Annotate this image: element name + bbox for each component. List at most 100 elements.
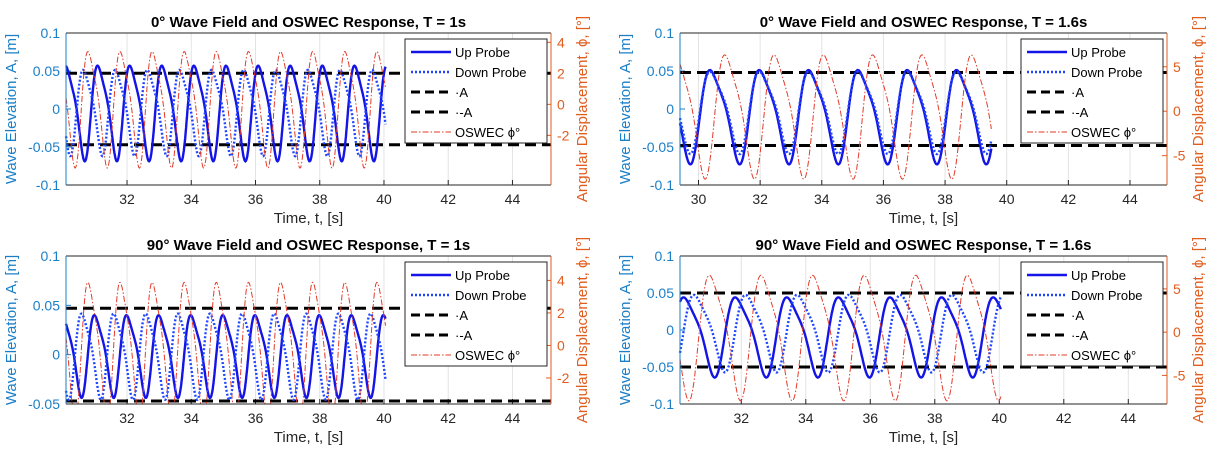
y-tick-label: -0.1 [650,177,674,193]
legend-label: OSWEC ϕ° [455,348,520,363]
y-axis-label: Wave Elevation, A, [m] [3,255,20,405]
x-tick-label: 44 [505,410,521,426]
chart-title: 0° Wave Field and OSWEC Response, T = 1.… [760,14,1088,31]
y2-tick-label: -5 [1173,148,1186,164]
y2-axis-label: Angular Displacement, ϕ, [°] [1190,237,1207,423]
legend-label: Up Probe [455,268,510,283]
legend-label: Up Probe [1071,45,1126,60]
x-tick-label: 40 [992,410,1008,426]
y-axis-label: Wave Elevation, A, [m] [617,34,634,184]
x-axis-label: Time, t, [s] [274,210,343,227]
legend-label: ·A [455,85,468,100]
x-tick-label: 32 [733,410,749,426]
x-tick-label: 34 [183,191,199,207]
chart-panel-2: 30 32 34 36 38 40 42 44 0.1 0.05 0 -0.05 -0.1 5 0 -5 0° … [617,14,1207,227]
y-tick-label: 0 [52,347,60,363]
x-tick-label: 38 [937,191,953,207]
chart-panel-4: 32 34 36 38 40 42 44 0.1 0.05 0 -0.05 -0.1 5 0 -5 90° W… [617,237,1207,446]
legend-label: ·A [1071,85,1084,100]
y2-tick-label: 4 [557,272,565,288]
series-line [678,68,993,166]
y-tick-label: 0.1 [655,248,675,264]
y-tick-label: -0.1 [36,177,60,193]
x-tick-label: 40 [376,191,392,207]
x-tick-label: 32 [119,410,135,426]
y-tick-label: -0.05 [28,139,60,155]
y-tick-label: 0.1 [41,248,61,264]
x-tick-label: 44 [505,191,521,207]
y-tick-label: 0.05 [647,63,674,79]
y2-tick-label: -2 [557,127,570,143]
x-tick-label: 36 [248,410,264,426]
x-tick-label: 40 [376,410,392,426]
x-tick-label: 42 [440,410,456,426]
y-tick-label: 0 [52,101,60,117]
legend-label: OSWEC ϕ° [1071,348,1136,363]
series-line [678,70,993,156]
x-tick-label: 34 [183,410,199,426]
legend: Up Probe Down Probe ·A ·-A OSWEC ϕ° [404,261,548,367]
y2-axis-label: Angular Displacement, ϕ, [°] [574,16,591,202]
series-line [64,68,387,158]
y-tick-label: -0.05 [642,139,674,155]
legend-label: ·A [1071,308,1084,323]
legend-label: ·A [455,308,468,323]
x-tick-label: 42 [440,191,456,207]
y-tick-label: 0 [666,322,674,338]
legend-label: Down Probe [455,65,527,80]
y-tick-label: 0.05 [33,297,60,313]
legend-label: OSWEC ϕ° [1071,125,1136,140]
y-tick-label: 0.1 [41,25,61,41]
x-axis-label: Time, t, [s] [889,210,958,227]
x-tick-label: 42 [1061,191,1077,207]
x-tick-label: 32 [119,191,135,207]
x-tick-label: 36 [876,191,892,207]
x-tick-label: 36 [248,191,264,207]
y-tick-label: -0.1 [650,396,674,412]
series-line [679,54,992,180]
x-tick-label: 38 [927,410,943,426]
x-tick-label: 34 [798,410,814,426]
legend-label: OSWEC ϕ° [455,125,520,140]
legend-label: ·-A [455,105,473,120]
legend-label: ·-A [1071,105,1089,120]
x-axis-label: Time, t, [s] [274,429,343,446]
legend: Up Probe Down Probe ·A ·-A OSWEC ϕ° [1020,38,1164,144]
x-tick-label: 42 [1056,410,1072,426]
legend-label: Down Probe [1071,65,1143,80]
y2-tick-label: 2 [557,305,565,321]
chart-title: 0° Wave Field and OSWEC Response, T = 1s [151,14,466,31]
y-axis-label: Wave Elevation, A, [m] [617,255,634,405]
y2-tick-label: 5 [1173,59,1181,75]
series-line [65,64,387,163]
series-line [679,274,1002,402]
chart-title: 90° Wave Field and OSWEC Response, T = 1… [147,237,470,254]
x-tick-label: 38 [312,410,328,426]
y2-tick-label: 5 [1173,281,1181,297]
y2-axis-label: Angular Displacement, ϕ, [°] [1190,16,1207,202]
y-tick-label: -0.05 [28,396,60,412]
x-axis-label: Time, t, [s] [889,429,958,446]
y2-tick-label: 0 [1173,324,1181,340]
y-tick-label: 0 [666,101,674,117]
legend: Up Probe Down Probe ·A ·-A OSWEC ϕ° [1020,261,1164,367]
x-tick-label: 36 [862,410,878,426]
legend: Up Probe Down Probe ·A ·-A OSWEC ϕ° [404,38,548,144]
y2-tick-label: 0 [557,337,565,353]
y-tick-label: 0.05 [647,285,674,301]
legend-label: Down Probe [455,288,527,303]
series-line [65,50,387,169]
x-tick-label: 30 [691,191,707,207]
y-tick-label: -0.05 [642,359,674,375]
y2-axis-label: Angular Displacement, ϕ, [°] [574,237,591,423]
y-axis-label: Wave Elevation, A, [m] [3,34,20,184]
y2-tick-label: -2 [557,370,570,386]
y2-tick-label: -5 [1173,367,1186,383]
chart-title: 90° Wave Field and OSWEC Response, T = 1… [756,237,1092,254]
series-line [64,313,387,400]
y-tick-label: 0.1 [655,25,675,41]
